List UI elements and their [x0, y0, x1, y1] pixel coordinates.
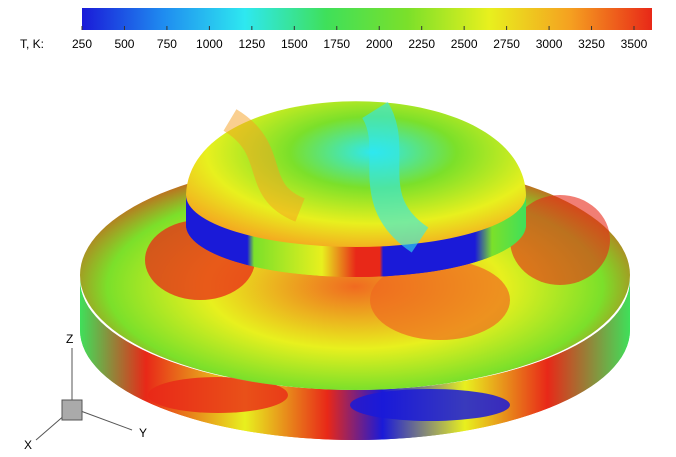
tick-label: 1750	[323, 37, 350, 51]
tick-label: 2500	[451, 37, 478, 51]
tick-label: 750	[157, 37, 177, 51]
tick-label: 1250	[238, 37, 265, 51]
tick-label: 1000	[196, 37, 223, 51]
rendered-object	[80, 101, 630, 440]
tick-label: 500	[114, 37, 134, 51]
tick-label: 3500	[621, 37, 648, 51]
tick-label: 1500	[281, 37, 308, 51]
axis-x-label: X	[24, 438, 32, 452]
colorbar-label: T, K:	[20, 37, 44, 51]
tick-label: 2750	[493, 37, 520, 51]
colorbar	[82, 8, 652, 30]
tick-label: 2250	[408, 37, 435, 51]
tick-label: 3000	[536, 37, 563, 51]
tick-label: 2000	[366, 37, 393, 51]
axis-y-label: Y	[139, 426, 147, 440]
axis-z-label: Z	[66, 332, 73, 346]
tick-label: 3250	[578, 37, 605, 51]
tick-label: 250	[72, 37, 92, 51]
axis-triad	[35, 348, 133, 441]
